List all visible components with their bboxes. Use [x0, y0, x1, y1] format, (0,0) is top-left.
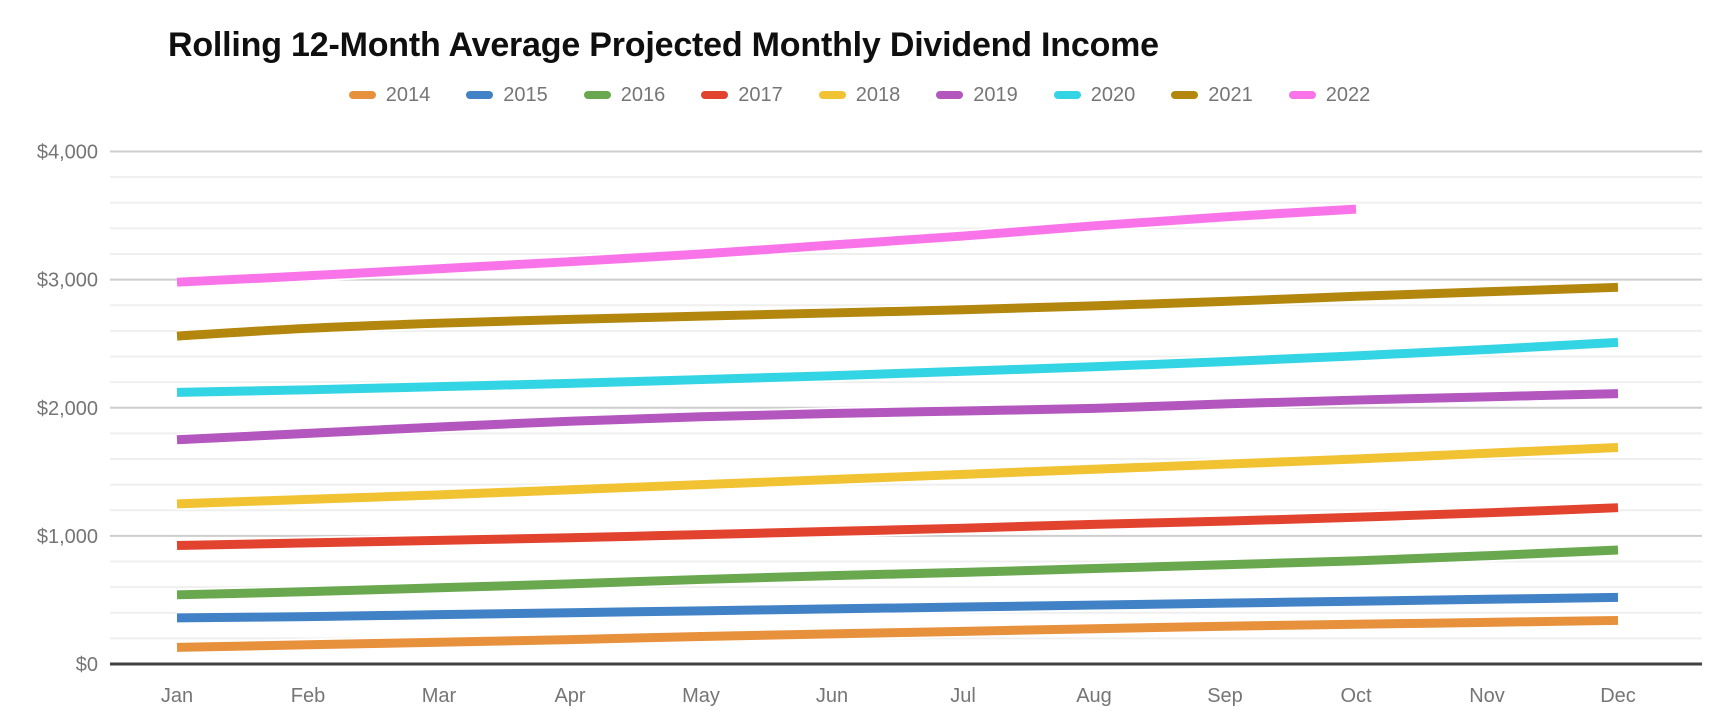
x-tick-label: Apr [554, 685, 585, 707]
legend-swatch-2021 [1171, 91, 1199, 99]
legend-item-2016[interactable]: 2016 [583, 84, 666, 106]
x-tick-label: Aug [1076, 685, 1112, 707]
series-line-2021 [176, 282, 1619, 341]
x-tick-label: Jun [816, 685, 848, 707]
legend-label: 2018 [855, 84, 901, 106]
series-line-2015 [176, 592, 1619, 623]
legend-label: 2014 [385, 84, 431, 106]
legend-label: 2016 [620, 84, 666, 106]
x-tick-label: Jan [161, 685, 193, 707]
series-line-2020 [176, 337, 1619, 397]
y-tick-label: $3,000 [37, 270, 98, 292]
y-tick-label: $0 [76, 654, 98, 676]
x-tick-label: Jul [950, 685, 976, 707]
legend-swatch-2019 [936, 91, 964, 99]
legend-label: 2020 [1090, 84, 1136, 106]
series-line-2018 [176, 442, 1619, 509]
legend-item-2014[interactable]: 2014 [348, 84, 431, 106]
chart-title: Rolling 12-Month Average Projected Month… [168, 26, 1159, 64]
chart-legend: 2014 2015 2016 2017 2018 2019 2020 2021 2022 [0, 85, 1719, 105]
legend-item-2015[interactable]: 2015 [466, 85, 548, 105]
x-tick-label: Nov [1469, 685, 1505, 707]
series-line-2017 [176, 503, 1619, 550]
series-line-2014 [176, 615, 1619, 652]
legend-label: 2021 [1208, 84, 1253, 106]
series-line-2016 [176, 545, 1619, 600]
y-axis-labels: $0 $1,000 $2,000 $3,000 $4,000 [37, 142, 98, 677]
series-line-2019 [176, 389, 1619, 445]
legend-item-2017[interactable]: 2017 [701, 85, 783, 105]
y-tick-label: $2,000 [37, 398, 98, 420]
legend-swatch-2015 [466, 91, 494, 99]
x-axis-labels: Jan Feb Mar Apr May Jun Jul Aug Sep Oct Nov Dec [161, 685, 1636, 707]
legend-swatch-2020 [1053, 91, 1081, 99]
x-tick-label: May [682, 685, 720, 707]
x-tick-label: Oct [1340, 685, 1372, 707]
legend-label: 2019 [973, 84, 1018, 106]
y-tick-label: $4,000 [37, 142, 98, 164]
x-tick-label: Feb [291, 685, 325, 707]
x-tick-label: Mar [422, 685, 457, 707]
legend-label: 2017 [738, 84, 783, 106]
legend-swatch-2018 [818, 91, 846, 99]
series-line-2022 [176, 204, 1357, 287]
legend-label: 2015 [503, 84, 548, 106]
legend-swatch-2017 [701, 91, 729, 99]
legend-swatch-2022 [1288, 91, 1316, 99]
legend-swatch-2014 [348, 91, 376, 99]
legend-label: 2022 [1325, 84, 1371, 106]
legend-item-2018[interactable]: 2018 [818, 84, 901, 106]
legend-item-2019[interactable]: 2019 [936, 85, 1018, 105]
legend-swatch-2016 [583, 91, 611, 99]
legend-item-2020[interactable]: 2020 [1053, 84, 1136, 106]
x-tick-label: Dec [1600, 685, 1636, 707]
x-tick-label: Sep [1207, 685, 1243, 707]
legend-item-2022[interactable]: 2022 [1288, 84, 1371, 106]
y-tick-label: $1,000 [37, 526, 98, 548]
legend-item-2021[interactable]: 2021 [1171, 85, 1253, 105]
